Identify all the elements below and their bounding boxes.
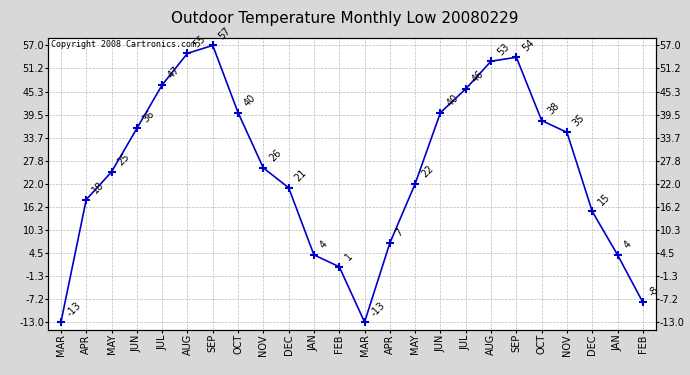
Text: 46: 46	[470, 69, 486, 85]
Text: 47: 47	[166, 65, 182, 81]
Text: 15: 15	[596, 191, 612, 207]
Text: 1: 1	[344, 251, 355, 262]
Text: -8: -8	[647, 284, 661, 298]
Text: 4: 4	[318, 239, 330, 251]
Text: -13: -13	[368, 300, 387, 318]
Text: 57: 57	[217, 26, 233, 41]
Text: 54: 54	[520, 37, 536, 53]
Text: -13: -13	[65, 300, 83, 318]
Text: 35: 35	[571, 112, 587, 128]
Text: 22: 22	[420, 164, 435, 180]
Text: 40: 40	[242, 93, 258, 108]
Text: 18: 18	[90, 180, 106, 195]
Text: 36: 36	[141, 108, 157, 124]
Text: 25: 25	[116, 152, 132, 168]
Text: 40: 40	[444, 93, 460, 108]
Text: 26: 26	[268, 148, 284, 164]
Text: Copyright 2008 Cartronics.com: Copyright 2008 Cartronics.com	[51, 40, 197, 50]
Text: 7: 7	[394, 227, 406, 239]
Text: 38: 38	[546, 100, 562, 116]
Text: Outdoor Temperature Monthly Low 20080229: Outdoor Temperature Monthly Low 20080229	[171, 11, 519, 26]
Text: 4: 4	[622, 239, 633, 251]
Text: 53: 53	[495, 41, 511, 57]
Text: 21: 21	[293, 168, 308, 183]
Text: 55: 55	[192, 33, 208, 49]
